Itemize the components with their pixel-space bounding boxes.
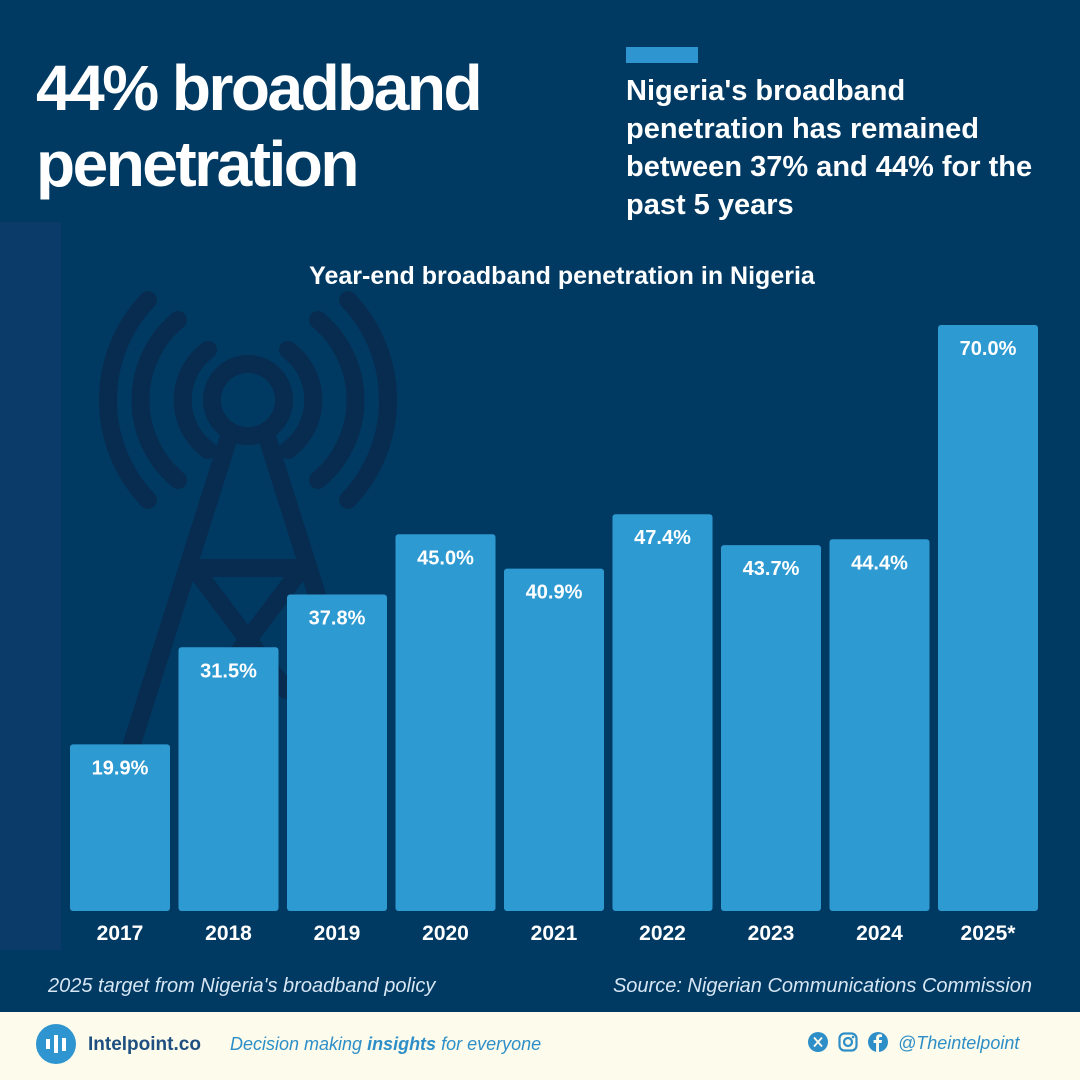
- bar-2025*: [938, 325, 1038, 911]
- data-label-2019: 37.8%: [309, 608, 366, 630]
- footnote: 2025 target from Nigeria's broadband pol…: [48, 975, 436, 997]
- data-label-2017: 19.9%: [92, 757, 149, 779]
- tagline-emphasis: insights: [367, 1034, 437, 1054]
- x-tick-label-2020: 2020: [422, 922, 469, 945]
- data-label-2018: 31.5%: [200, 660, 257, 682]
- data-label-2022: 47.4%: [634, 527, 691, 549]
- facebook-icon[interactable]: [868, 1032, 888, 1052]
- source-note: Source: Nigerian Communications Commissi…: [612, 975, 1032, 997]
- tagline: Decision making insights for everyone: [230, 1034, 541, 1055]
- x-tick-label-2017: 2017: [97, 922, 144, 945]
- bar-2017: [70, 744, 170, 911]
- side-panel: [0, 222, 61, 950]
- social-handle[interactable]: @Theintelpoint: [898, 1033, 1020, 1053]
- bar-2023: [721, 545, 821, 911]
- data-label-2021: 40.9%: [526, 582, 583, 604]
- chart-title: Year-end broadband penetration in Nigeri…: [309, 262, 815, 290]
- data-label-2020: 45.0%: [417, 547, 474, 569]
- tagline-prefix: Decision making: [230, 1034, 368, 1054]
- bar-2021: [504, 568, 604, 911]
- bar-2020: [395, 534, 496, 911]
- data-label-2023: 43.7%: [743, 558, 800, 580]
- bar-2022: [612, 514, 713, 911]
- logo-icon: [36, 1024, 76, 1064]
- bar-2018: [178, 647, 279, 911]
- x-tick-label-2025*: 2025*: [961, 922, 1017, 945]
- x-tick-label-2019: 2019: [314, 922, 361, 945]
- data-label-2024: 44.4%: [851, 552, 908, 574]
- headline: 44% broadband penetration: [36, 52, 483, 200]
- brand-name[interactable]: Intelpoint.co: [88, 1034, 201, 1055]
- accent-bar: [626, 47, 698, 63]
- bar-chart: 19.9% 2017 31.5% 2018 37.8% 2019 45.0% 2020 40.9…: [70, 325, 1038, 945]
- footer: Intelpoint.co Decision making insights f…: [0, 1012, 1080, 1080]
- x-tick-label-2018: 2018: [205, 922, 252, 945]
- cell-tower-icon: [99, 291, 397, 750]
- instagram-icon[interactable]: [838, 1032, 858, 1052]
- x-tick-label-2022: 2022: [639, 922, 686, 945]
- bar-2024: [829, 539, 930, 911]
- tagline-suffix: for everyone: [436, 1034, 542, 1054]
- x-tick-label-2024: 2024: [856, 922, 903, 945]
- x-tick-label-2023: 2023: [748, 922, 795, 945]
- data-label-2025*: 70.0%: [960, 338, 1017, 360]
- x-icon[interactable]: [808, 1032, 828, 1052]
- subheadline: Nigeria's broadband penetration has rema…: [626, 75, 1033, 221]
- bar-2019: [287, 594, 387, 911]
- x-tick-label-2021: 2021: [531, 922, 578, 945]
